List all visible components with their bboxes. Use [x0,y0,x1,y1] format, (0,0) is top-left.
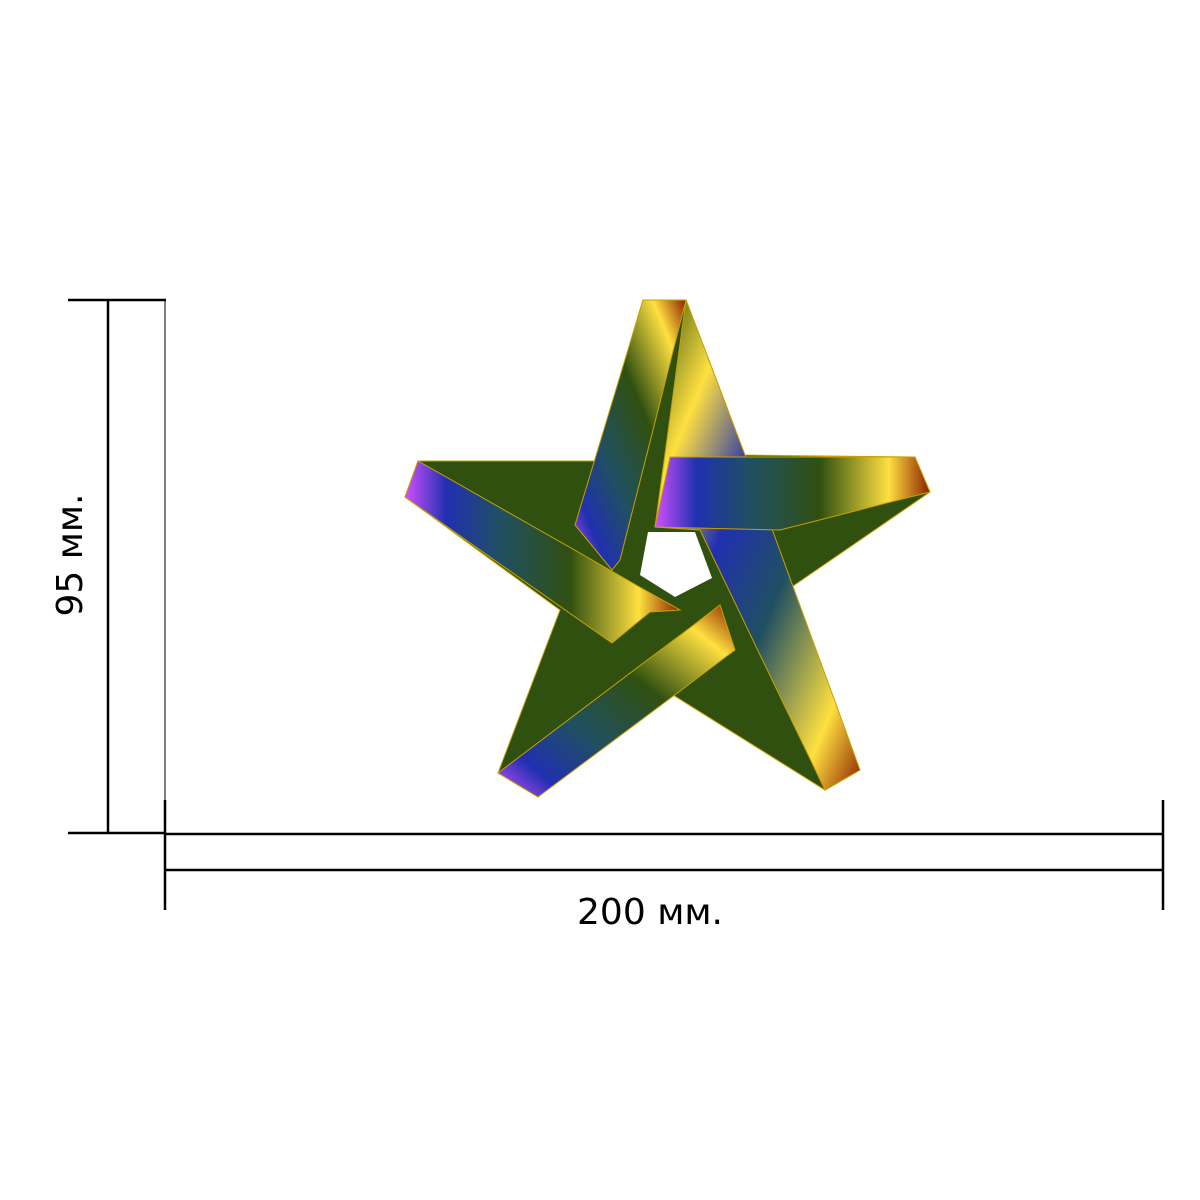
width-label: 200 мм. [577,892,723,933]
ribbon [574,299,687,571]
star-hole [640,532,712,597]
width-dimension: 200 мм. [163,800,1165,933]
height-label: 95 мм. [50,493,91,616]
height-dimension: 95 мм. [50,298,166,835]
ribbon [654,456,931,531]
star [404,299,931,798]
ribbon [497,604,736,798]
ribbon [404,460,682,644]
